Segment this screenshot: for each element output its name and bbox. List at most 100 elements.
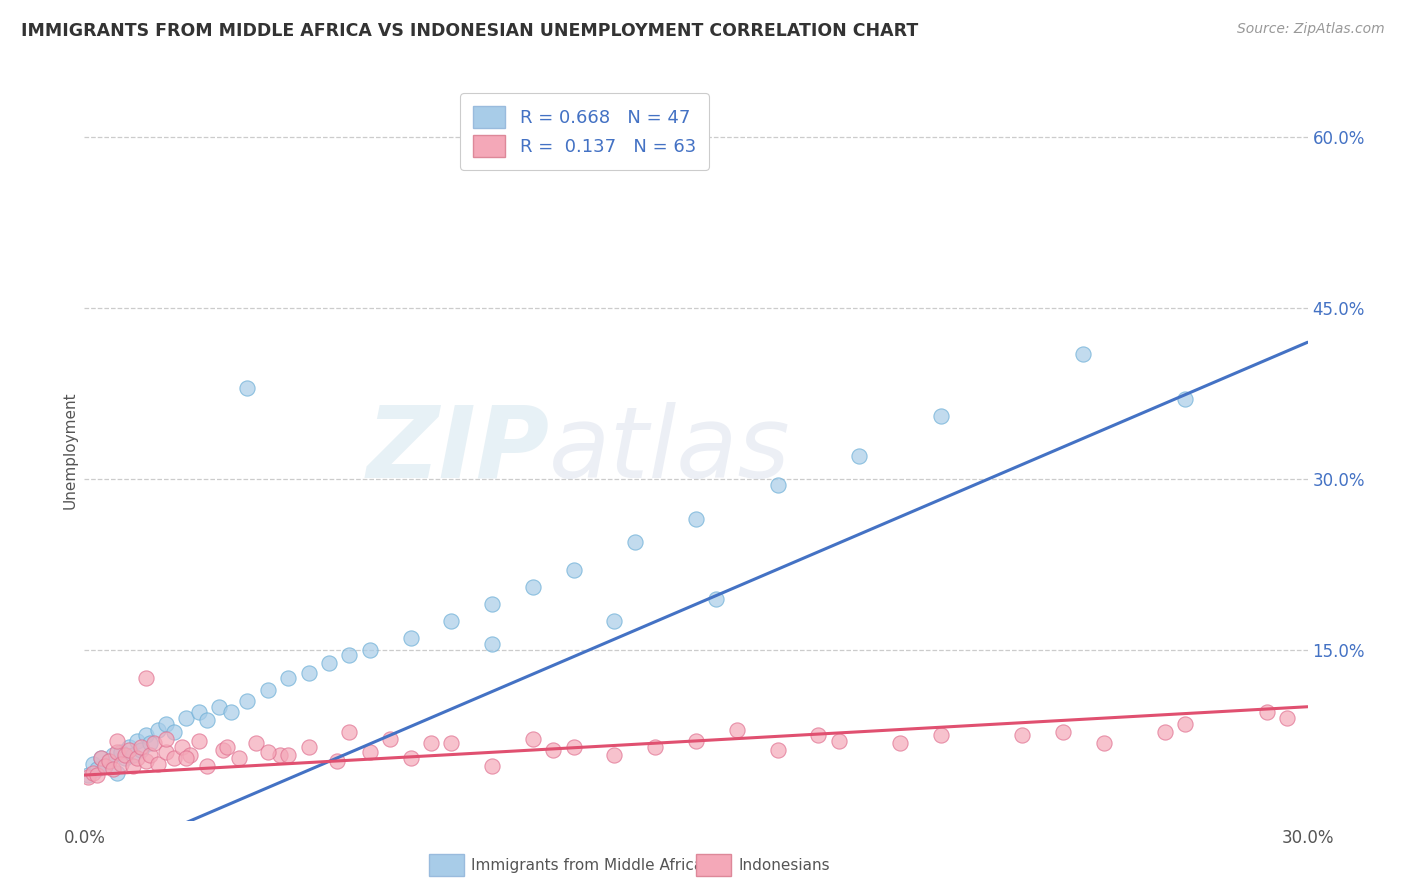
Point [208,699,231,714]
Point [118,739,141,754]
Point [522,580,544,594]
Point [807,728,830,742]
Point [86,763,108,777]
Point [101,763,124,777]
Point [217,739,239,754]
Point [174,751,197,765]
Point [277,671,299,685]
Point [481,597,503,611]
Point [298,739,321,754]
Point [122,747,145,762]
Point [481,637,503,651]
Point [339,724,361,739]
Point [114,747,136,762]
Point [359,745,381,759]
Point [1092,736,1115,750]
Text: IMMIGRANTS FROM MIDDLE AFRICA VS INDONESIAN UNEMPLOYMENT CORRELATION CHART: IMMIGRANTS FROM MIDDLE AFRICA VS INDONES… [21,22,918,40]
Point [127,734,149,748]
Text: ZIP: ZIP [366,402,550,499]
Point [257,682,280,697]
Point [110,745,132,759]
Point [380,731,402,746]
Point [269,747,291,762]
Point [624,534,647,549]
Point [163,724,186,739]
Point [131,739,153,754]
Point [179,747,201,762]
Point [93,759,115,773]
Point [236,694,259,708]
Point [172,739,194,754]
Point [1011,728,1033,742]
Point [1256,706,1278,720]
Point [685,512,707,526]
Point [138,747,160,762]
Point [1052,724,1074,739]
Point [195,759,218,773]
Point [603,747,626,762]
Point [146,756,169,771]
Point [399,632,422,646]
Point [105,765,128,780]
Point [174,711,197,725]
Point [105,734,128,748]
Point [603,615,626,629]
Point [706,591,728,606]
Text: atlas: atlas [550,402,790,499]
Point [155,745,177,759]
Point [155,731,177,746]
Point [440,736,463,750]
Point [766,477,789,491]
Point [97,755,120,769]
Point [277,747,299,762]
Point [339,648,361,663]
Point [163,751,186,765]
Point [1174,392,1197,407]
Point [135,755,157,769]
Point [135,671,157,685]
Point [101,747,124,762]
Point [146,723,169,737]
Point [105,745,128,759]
Point [77,770,100,784]
Point [1277,711,1299,725]
Point [236,381,259,395]
Point [86,768,108,782]
Point [420,736,443,750]
Point [440,615,463,629]
Point [889,736,911,750]
Text: Immigrants from Middle Africa: Immigrants from Middle Africa [471,858,703,872]
Point [929,728,952,742]
Point [114,751,136,765]
Point [110,756,132,771]
Point [929,409,952,424]
Text: Indonesians: Indonesians [738,858,830,872]
Point [298,665,321,680]
Point [127,751,149,765]
Point [399,751,422,765]
Point [522,731,544,746]
Point [725,723,748,737]
Point [257,745,280,759]
Point [1073,346,1095,360]
Point [212,743,235,757]
Point [685,734,707,748]
Point [138,736,160,750]
Text: Source: ZipAtlas.com: Source: ZipAtlas.com [1237,22,1385,37]
Point [93,759,115,773]
Legend: R = 0.668   N = 47, R =  0.137   N = 63: R = 0.668 N = 47, R = 0.137 N = 63 [460,93,709,169]
Point [122,759,145,773]
Point [481,759,503,773]
Point [848,449,870,463]
Point [187,734,209,748]
Point [245,736,267,750]
Point [359,642,381,657]
Point [1154,724,1177,739]
Point [118,743,141,757]
Point [562,563,585,577]
Point [318,657,340,671]
Point [644,739,666,754]
Point [135,728,157,742]
Point [828,734,851,748]
Point [195,714,218,728]
